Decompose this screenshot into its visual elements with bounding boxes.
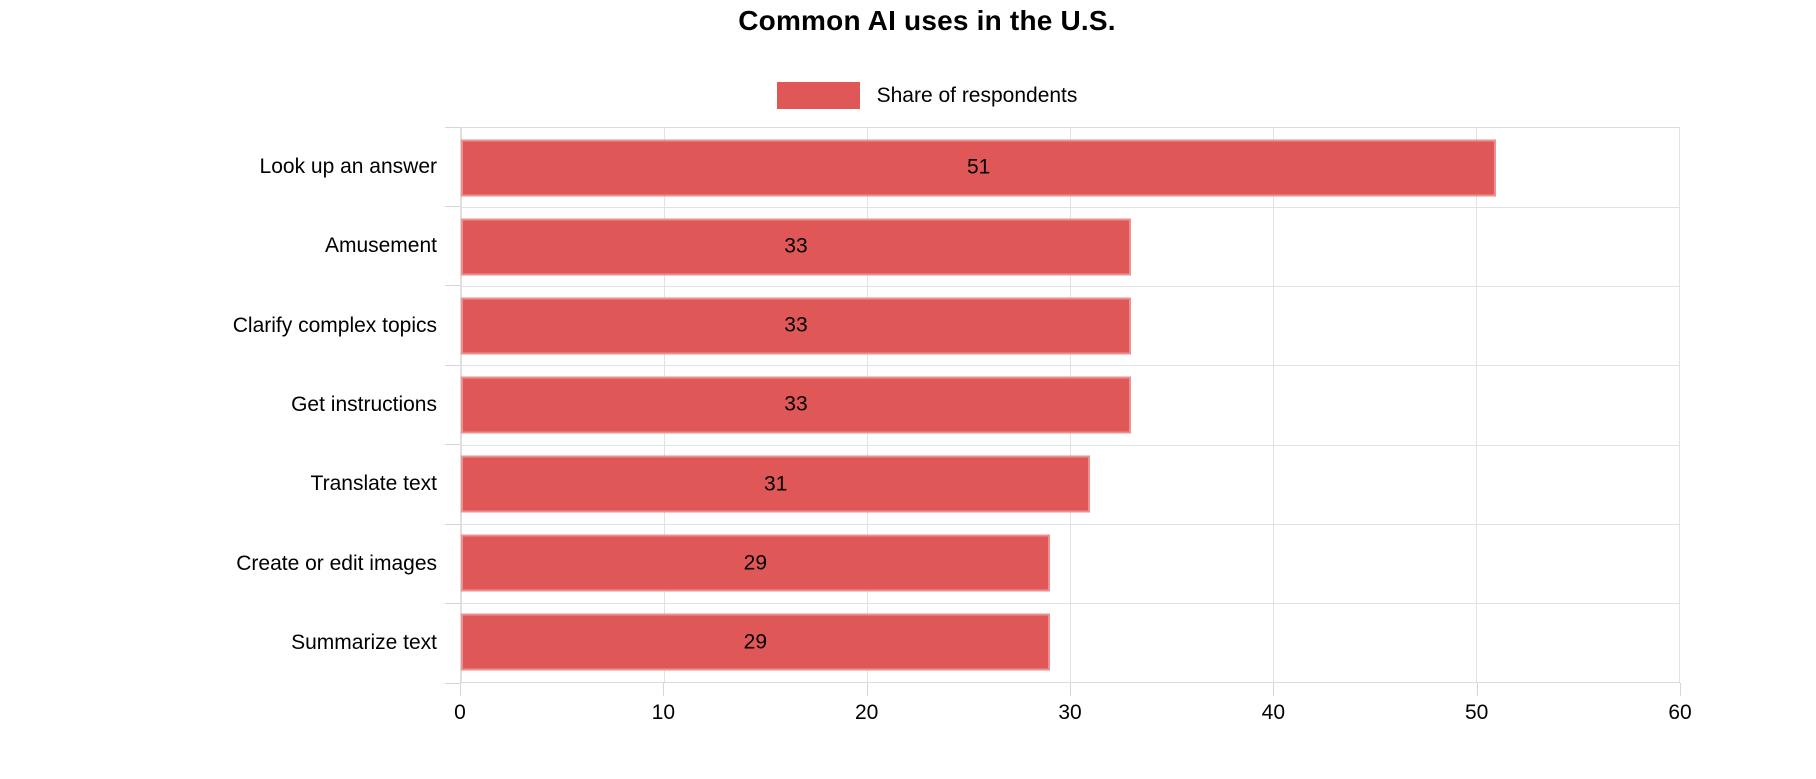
x-tick-label: 10 — [651, 701, 676, 724]
category-label: Create or edit images — [236, 551, 437, 575]
x-gridline — [1273, 128, 1274, 682]
x-tick-mark — [663, 683, 665, 696]
x-tick-label: 30 — [1058, 701, 1082, 724]
y-tick-mark — [445, 205, 460, 207]
y-tick-mark — [445, 444, 460, 446]
x-gridline — [1679, 128, 1680, 682]
category-label: Look up an answer — [259, 154, 437, 178]
bar-value-label: 51 — [966, 155, 991, 179]
bar-value-label: 33 — [784, 234, 808, 258]
x-tick-label: 50 — [1464, 701, 1489, 724]
x-tick-label: 60 — [1668, 701, 1692, 724]
plot-area: 51 33 33 33 31 29 29 — [460, 127, 1680, 683]
y-tick-mark — [445, 364, 460, 366]
bar[interactable]: 51 — [461, 139, 1497, 197]
bar-value-label: 31 — [763, 472, 788, 496]
bar-row: 33 — [461, 286, 1679, 365]
bar-row: 29 — [461, 603, 1679, 682]
x-tick-mark — [460, 683, 461, 696]
bar[interactable]: 33 — [461, 376, 1131, 434]
bar[interactable]: 31 — [461, 455, 1091, 513]
bar[interactable]: 33 — [461, 297, 1131, 355]
x-axis-tick-marks — [460, 683, 1681, 696]
y-tick-mark — [445, 682, 460, 684]
bar-row: 31 — [461, 445, 1679, 524]
legend-swatch — [776, 82, 860, 109]
y-axis-tick-marks — [445, 126, 460, 684]
legend-label: Share of respondents — [876, 84, 1078, 107]
bar[interactable]: 29 — [461, 613, 1050, 671]
bar[interactable]: 33 — [461, 218, 1131, 276]
x-tick-mark — [1680, 683, 1681, 696]
bar-value-label: 33 — [784, 313, 808, 337]
bar-row: 33 — [461, 207, 1679, 286]
legend: Share of respondents — [0, 82, 1816, 109]
bar-row: 51 — [461, 128, 1679, 207]
x-tick-mark — [1070, 683, 1071, 696]
legend-item[interactable]: Share of respondents — [776, 82, 1078, 109]
bar[interactable]: 29 — [461, 534, 1050, 592]
y-gridline — [461, 523, 1679, 525]
x-tick-label: 20 — [854, 701, 879, 724]
y-tick-mark — [445, 126, 460, 128]
y-tick-mark — [445, 523, 460, 525]
category-label: Summarize text — [291, 631, 437, 655]
category-label: Clarify complex topics — [232, 313, 437, 337]
y-gridline — [461, 444, 1679, 446]
chart-title: Common AI uses in the U.S. — [738, 5, 1116, 36]
x-tick-mark — [1476, 683, 1478, 696]
category-label: Amusement — [324, 234, 437, 258]
y-axis-category-labels: Look up an answer Amusement Clarify comple… — [0, 127, 437, 683]
x-tick-mark — [1273, 683, 1275, 696]
y-gridline — [461, 602, 1679, 604]
x-tick-label: 40 — [1261, 701, 1286, 724]
bar-value-label: 29 — [743, 630, 768, 654]
y-gridline — [461, 207, 1679, 209]
y-tick-mark — [445, 603, 460, 605]
category-label: Translate text — [310, 472, 437, 496]
bar-value-label: 33 — [784, 392, 808, 416]
category-label: Get instructions — [291, 392, 437, 416]
y-gridline — [461, 365, 1679, 367]
bar-value-label: 29 — [743, 551, 768, 575]
x-tick-label: 0 — [454, 701, 466, 724]
bar-row: 29 — [461, 524, 1679, 603]
bar-row: 33 — [461, 365, 1679, 444]
y-gridline — [461, 286, 1679, 288]
x-tick-mark — [866, 683, 868, 696]
x-axis-labels: 0 10 20 30 40 50 60 — [454, 701, 1692, 733]
y-tick-mark — [445, 285, 460, 287]
x-gridline — [1476, 128, 1477, 682]
